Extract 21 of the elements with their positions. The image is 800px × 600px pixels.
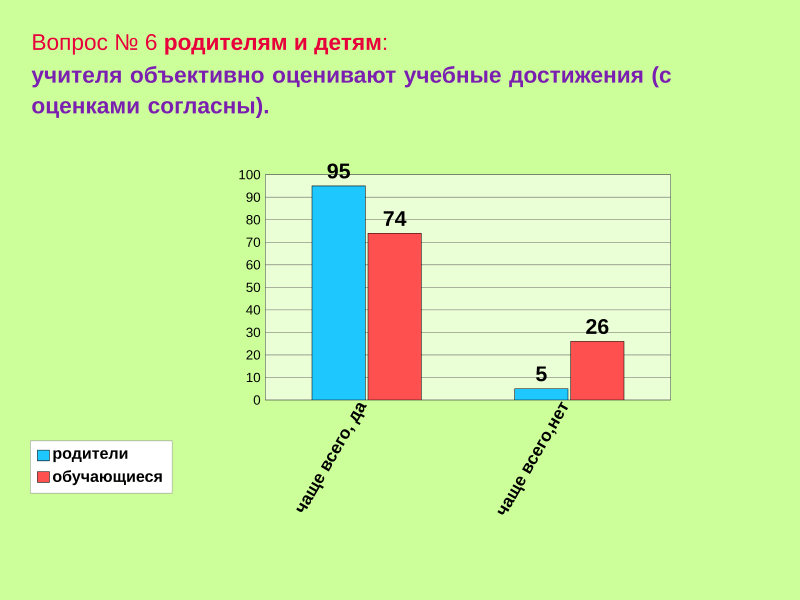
- bar: [312, 186, 366, 400]
- y-tick-label: 100: [239, 170, 260, 180]
- data-label: 26: [586, 318, 608, 334]
- y-tick-label: 20: [246, 350, 260, 360]
- bar: [514, 388, 568, 400]
- legend-label: обучающиеся: [53, 470, 162, 486]
- y-tick-label: 30: [246, 328, 260, 338]
- bar: [368, 232, 422, 400]
- data-label: 5: [536, 366, 547, 382]
- y-tick-label: 10: [246, 372, 260, 382]
- bar: [570, 341, 624, 400]
- y-tick-label: 0: [254, 395, 260, 405]
- y-tick-label: 80: [246, 215, 260, 224]
- legend-label: родители: [53, 450, 128, 462]
- y-tick-label: 50: [246, 282, 260, 292]
- y-tick-label: 40: [246, 305, 260, 315]
- chart-subtitle: учителя объективно оценивают учебные достижения (с оценками согласны).: [32, 66, 671, 118]
- y-tick-label: 90: [246, 192, 260, 202]
- y-tick-label: 70: [246, 238, 260, 247]
- y-tick-label: 60: [246, 260, 260, 270]
- chart-title: Вопрос № 6 родителям и детям:: [33, 34, 386, 55]
